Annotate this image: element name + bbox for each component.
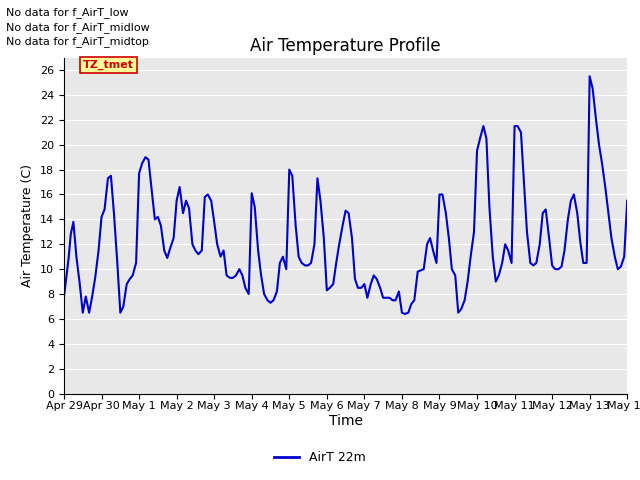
- Text: No data for f_AirT_midlow: No data for f_AirT_midlow: [6, 22, 150, 33]
- Legend: AirT 22m: AirT 22m: [269, 446, 371, 469]
- Text: No data for f_AirT_midtop: No data for f_AirT_midtop: [6, 36, 149, 47]
- Y-axis label: Air Temperature (C): Air Temperature (C): [22, 164, 35, 287]
- Title: Air Temperature Profile: Air Temperature Profile: [250, 36, 441, 55]
- Text: TZ_tmet: TZ_tmet: [83, 60, 134, 70]
- Text: No data for f_AirT_low: No data for f_AirT_low: [6, 7, 129, 18]
- X-axis label: Time: Time: [328, 414, 363, 428]
